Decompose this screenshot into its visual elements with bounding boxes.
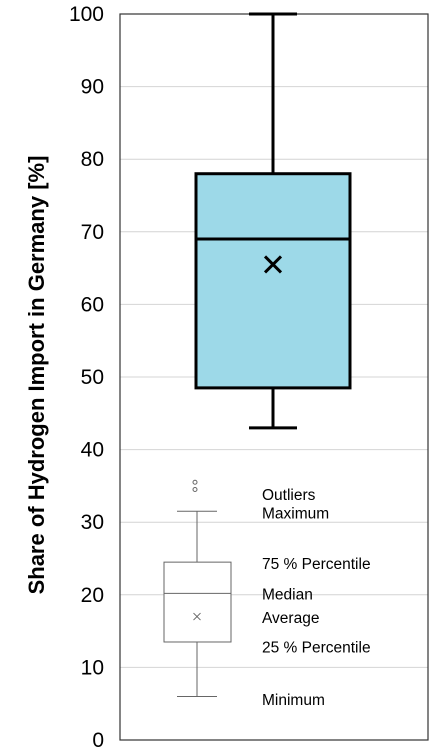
tick-label-70: 70 [81,221,104,244]
tick-label-50: 50 [81,366,104,389]
legend-example-box [163,479,232,697]
legend-outlier-point-1 [192,487,198,493]
tick-label-40: 40 [81,439,104,462]
legend-interquartile-box [163,561,232,643]
tick-label-0: 0 [92,729,104,748]
tick-label-10: 10 [81,656,104,679]
legend-label-median: Median [262,587,313,604]
tick-label-100: 100 [69,3,104,26]
legend-label-q3: 75 % Percentile [262,556,371,573]
legend-outlier-point-0 [192,479,198,485]
interquartile-box [194,172,352,390]
main-box [194,12,352,430]
y-axis-ticks: 0 10 20 30 40 50 60 70 80 90 100 [69,3,104,748]
y-axis-title: Share of Hydrogen Import in Germany [%] [24,156,49,595]
tick-label-60: 60 [81,293,104,316]
legend-average-marker-b [193,612,201,621]
legend-label-average: Average [262,610,319,627]
legend-label-outliers: Outliers [262,487,316,504]
average-marker-b [263,255,283,274]
legend-label-q1: 25 % Percentile [262,640,371,657]
tick-label-20: 20 [81,584,104,607]
tick-label-30: 30 [81,511,104,534]
legend-label-maximum: Maximum [262,505,329,522]
legend-label-minimum: Minimum [262,692,325,709]
tick-label-90: 90 [81,76,104,99]
tick-label-80: 80 [81,148,104,171]
